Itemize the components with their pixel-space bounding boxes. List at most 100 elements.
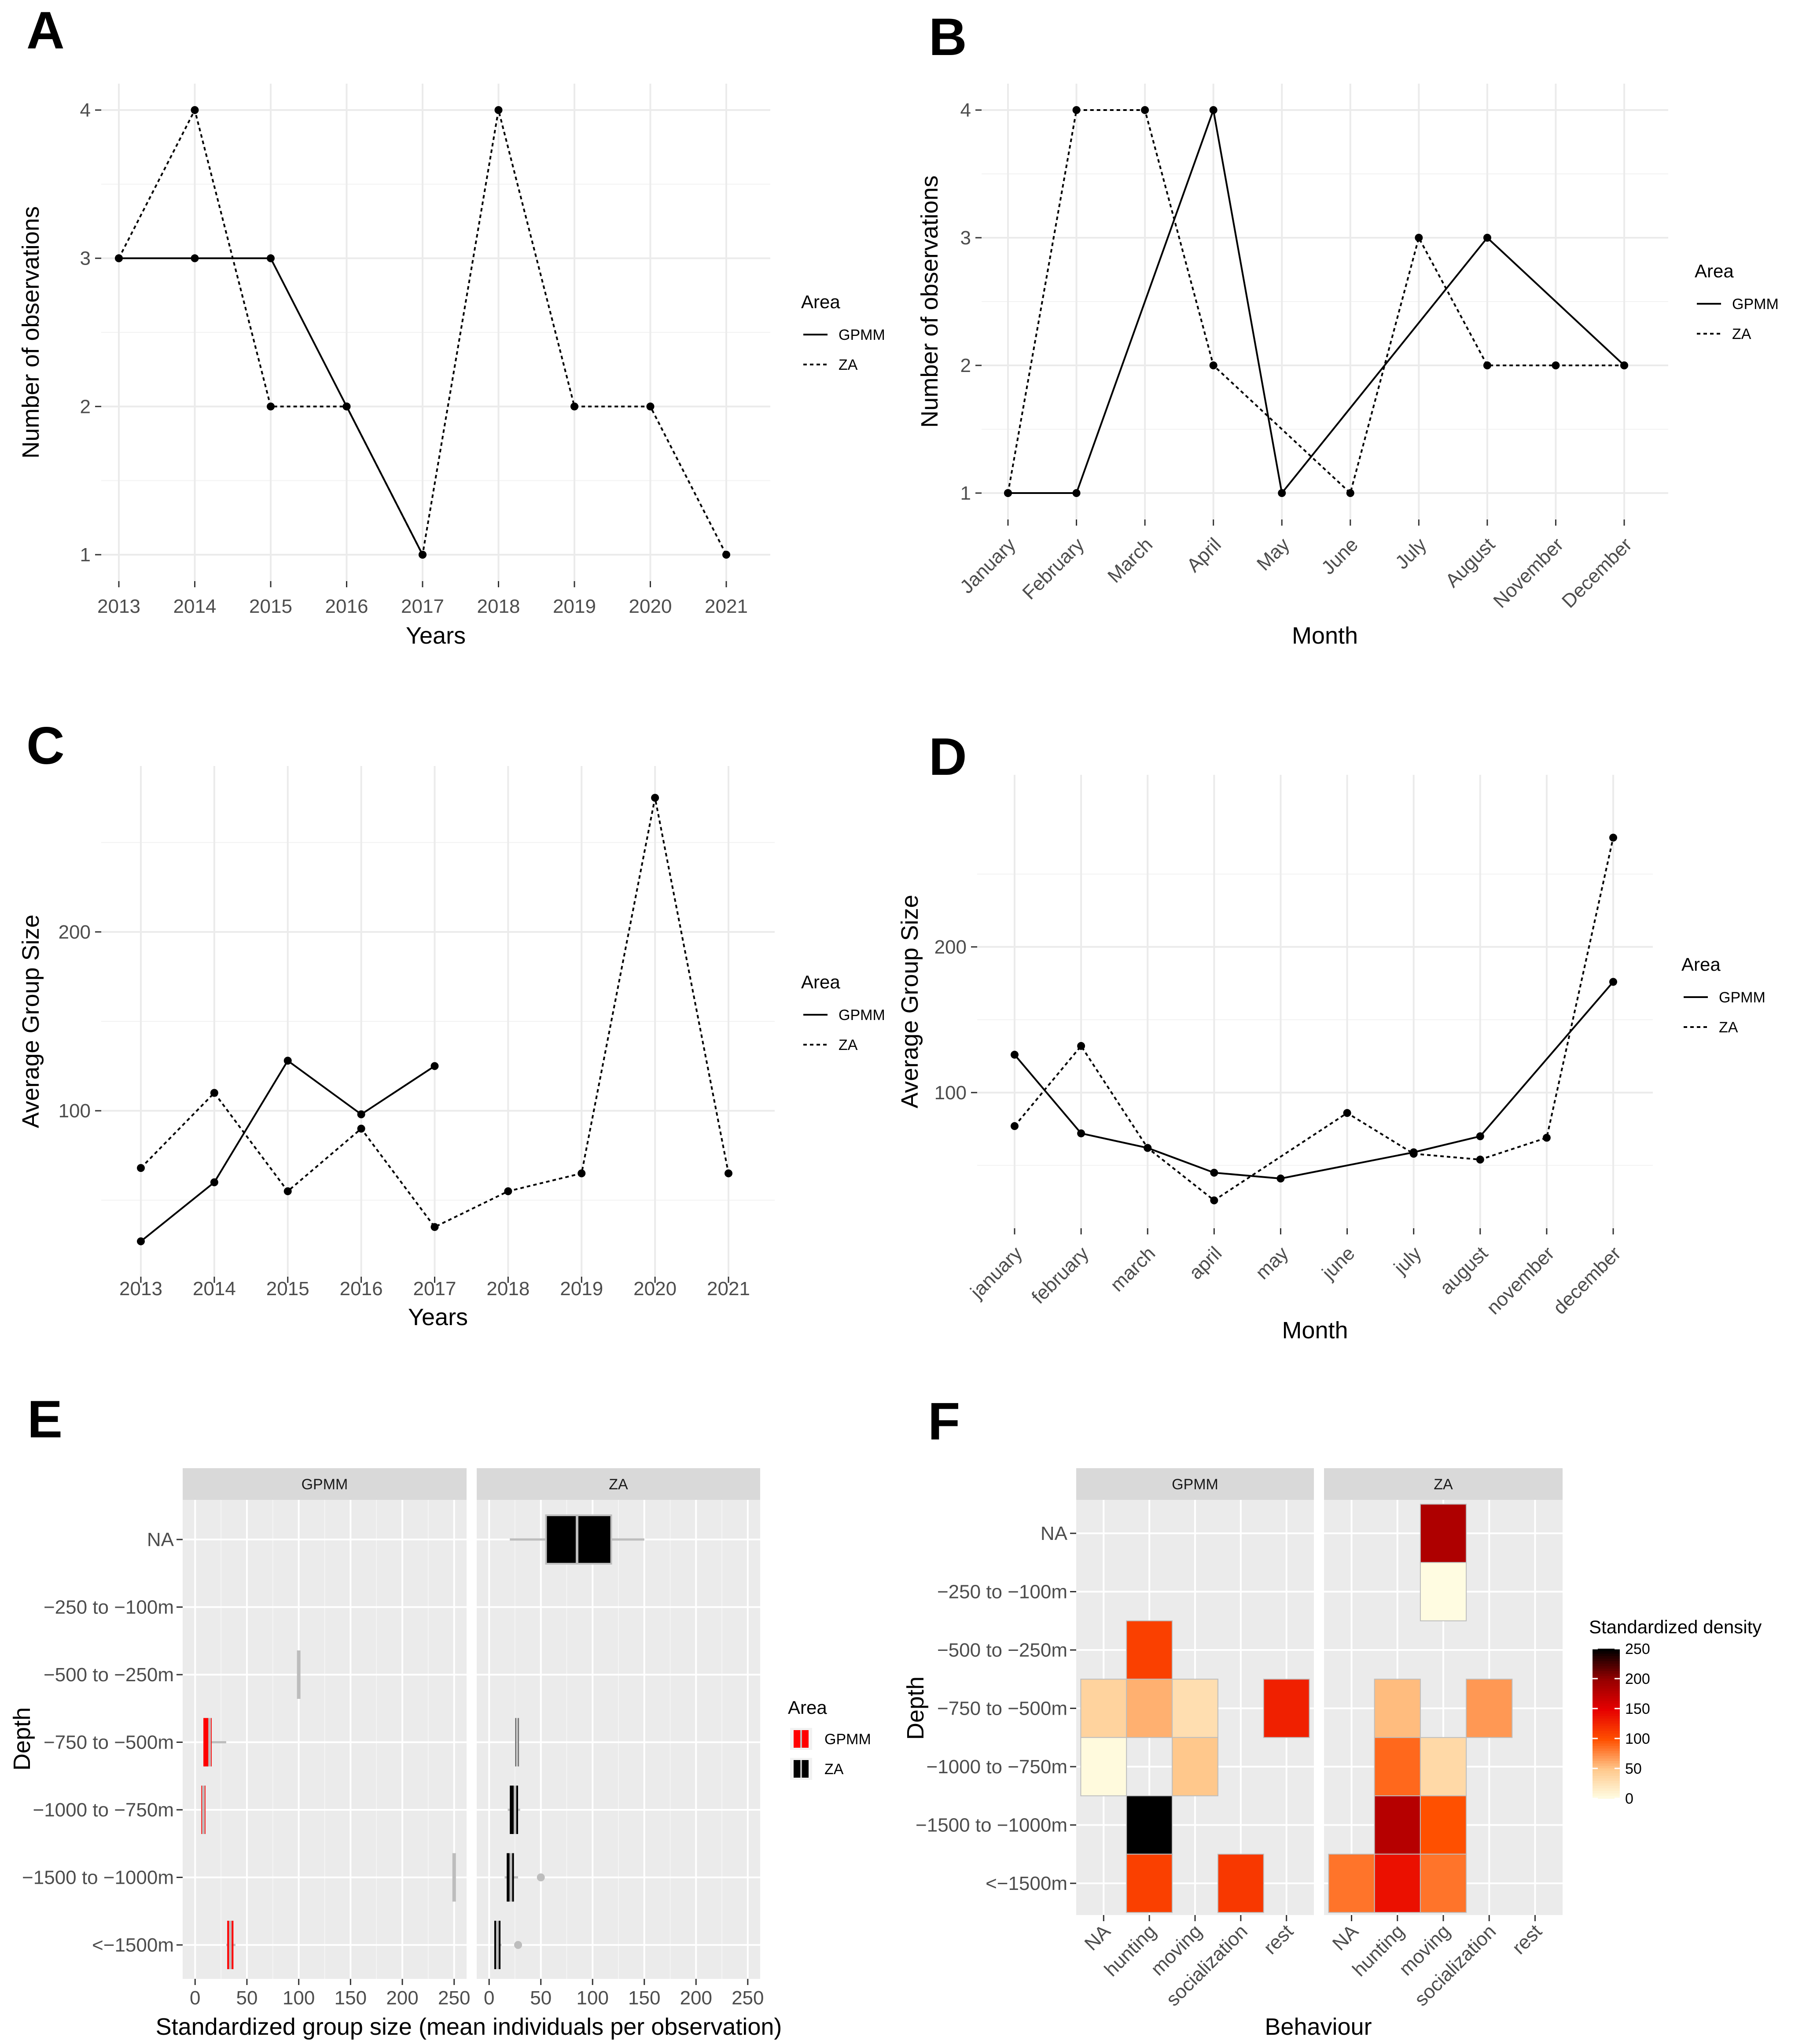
y-axis-title: Average Group Size xyxy=(897,895,923,1108)
x-tick-label: 2019 xyxy=(553,596,596,617)
panel-letter-a: A xyxy=(26,1,65,60)
heatmap-cell xyxy=(1374,1737,1421,1797)
data-point-za xyxy=(1346,489,1354,497)
data-point-za xyxy=(1542,1134,1551,1142)
data-point-za xyxy=(210,1089,218,1097)
data-point-gpmm xyxy=(283,1057,292,1065)
colorbar-segment xyxy=(1593,1688,1620,1692)
y-tick-label: −250 to −100m xyxy=(44,1597,174,1618)
x-tick-label: 200 xyxy=(680,1987,712,2009)
series-line-za xyxy=(1007,109,1624,495)
colorbar-segment xyxy=(1593,1664,1620,1667)
x-tick-label: 2013 xyxy=(97,596,140,617)
y-tick-label: 2 xyxy=(80,396,91,417)
x-tick-label: 2018 xyxy=(477,596,520,617)
y-tick-label: −1000 to −750m xyxy=(927,1756,1067,1778)
legend-label-za: ZA xyxy=(1719,1019,1738,1036)
data-point-za xyxy=(1409,1149,1418,1158)
data-point-za xyxy=(1609,833,1617,842)
heatmap-cell xyxy=(1374,1853,1421,1913)
colorbar-segment xyxy=(1593,1746,1620,1749)
colorbar-tick-label: 250 xyxy=(1625,1641,1650,1657)
facet-strip-za xyxy=(477,1468,760,1500)
colorbar-segment xyxy=(1593,1753,1620,1757)
heatmap-cell xyxy=(1374,1679,1421,1738)
heatmap-cell xyxy=(1217,1853,1264,1913)
legend-title: Area xyxy=(1695,261,1734,281)
panel-a: A 1 2 3 4 2013 2014 2015 2016 2017 2018 2019 2020 202… xyxy=(18,1,885,649)
data-point-za xyxy=(1072,106,1081,114)
colorbar-segment xyxy=(1593,1681,1620,1684)
data-point-za xyxy=(115,254,123,262)
heatmap-cell xyxy=(1126,1795,1173,1855)
box-outlier xyxy=(514,1941,522,1949)
legend-label-za: ZA xyxy=(1732,326,1751,343)
panel-letter-d: D xyxy=(929,727,967,786)
colorbar-segment xyxy=(1593,1786,1620,1789)
x-tick-label: 200 xyxy=(386,1987,418,2009)
legend-label-gpmm: GPMM xyxy=(839,327,885,343)
colorbar-tick-label: 150 xyxy=(1625,1701,1650,1717)
heatmap-cell xyxy=(1080,1737,1127,1797)
facet-strip-label: GPMM xyxy=(1172,1476,1218,1493)
facet-strip-label: GPMM xyxy=(302,1476,348,1493)
x-tick-label: 250 xyxy=(732,1987,764,2009)
colorbar-segment xyxy=(1593,1758,1620,1761)
y-axis-title: Depth xyxy=(9,1707,35,1771)
y-tick-label: −750 to −500m xyxy=(44,1732,174,1753)
y-tick-label: 4 xyxy=(960,99,971,121)
y-tick-label: −250 to −100m xyxy=(937,1581,1067,1603)
y-axis-title: Average Group Size xyxy=(18,914,44,1128)
x-tick-label: 0 xyxy=(190,1987,200,2009)
y-tick-label: 100 xyxy=(934,1082,967,1104)
legend-label-gpmm: GPMM xyxy=(824,1731,871,1748)
colorbar-segment xyxy=(1593,1651,1620,1654)
colorbar-segment xyxy=(1593,1743,1620,1746)
colorbar-segment xyxy=(1593,1679,1620,1682)
data-point-za xyxy=(1077,1042,1085,1050)
heatmap-cell xyxy=(1328,1853,1375,1913)
colorbar-segment xyxy=(1593,1713,1620,1716)
x-axis-title: Month xyxy=(1282,1317,1348,1344)
y-tick-label: 2 xyxy=(960,355,971,376)
x-tick-label: 2020 xyxy=(633,1278,677,1300)
y-tick-label: −750 to −500m xyxy=(937,1698,1067,1720)
legend-label-za: ZA xyxy=(839,357,858,373)
data-point-za xyxy=(1141,106,1149,114)
panel-c: C 100 200 2013 2014 2015 2016 2017 2018 2019 2020 2… xyxy=(18,716,885,1330)
y-tick-label: <−1500m xyxy=(986,1873,1067,1894)
colorbar-segment xyxy=(1593,1731,1620,1734)
data-point-gpmm xyxy=(210,1178,218,1186)
colorbar-segment xyxy=(1593,1726,1620,1729)
data-point-gpmm xyxy=(357,1110,365,1119)
panel-letter-c: C xyxy=(26,716,65,775)
data-point-gpmm xyxy=(1072,489,1081,497)
data-point-za xyxy=(1210,1196,1218,1204)
facet-strip-label: ZA xyxy=(609,1476,628,1493)
y-tick-label: −1500 to −1000m xyxy=(22,1867,174,1889)
x-axis-title: Month xyxy=(1292,622,1358,649)
facet-strip-za xyxy=(1324,1468,1563,1500)
heatmap-cell xyxy=(1126,1853,1173,1913)
heatmap-cell xyxy=(1420,1795,1467,1855)
x-axis-title: Years xyxy=(406,622,466,649)
x-tick-label: 2014 xyxy=(193,1278,236,1300)
series-line-za xyxy=(140,797,729,1228)
colorbar-segment xyxy=(1593,1768,1620,1771)
data-point-za xyxy=(137,1164,145,1172)
legend-label-gpmm: GPMM xyxy=(1732,296,1779,313)
colorbar-segment xyxy=(1593,1796,1620,1799)
data-point-gpmm xyxy=(1276,1175,1285,1183)
colorbar-segment xyxy=(1593,1756,1620,1759)
plot-area xyxy=(977,775,1653,1228)
legend-title: Area xyxy=(1681,954,1721,975)
y-axis-title: Depth xyxy=(902,1676,929,1740)
y-tick-label: 200 xyxy=(934,936,967,958)
data-point-gpmm xyxy=(137,1237,145,1245)
heatmap-cell xyxy=(1374,1795,1421,1855)
y-tick-label: 1 xyxy=(960,482,971,504)
colorbar-segment xyxy=(1593,1709,1620,1712)
y-tick-label: NA xyxy=(147,1529,174,1550)
